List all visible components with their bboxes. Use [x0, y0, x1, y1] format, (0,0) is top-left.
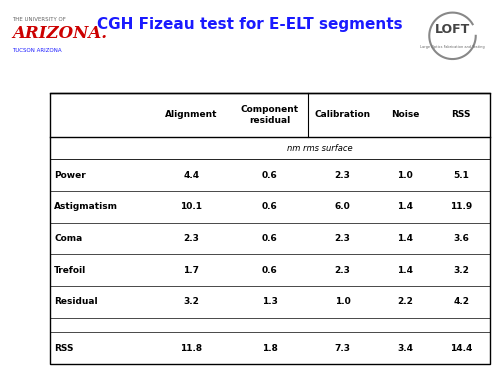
- Text: 3.6: 3.6: [454, 234, 469, 243]
- Bar: [50, 93, 490, 364]
- Text: LOFT: LOFT: [435, 23, 470, 36]
- Text: 4.4: 4.4: [183, 171, 200, 180]
- Text: Calibration: Calibration: [314, 110, 370, 119]
- Text: 1.3: 1.3: [262, 297, 278, 306]
- Text: Coma: Coma: [54, 234, 82, 243]
- Text: 14.4: 14.4: [450, 344, 472, 353]
- Text: 5.1: 5.1: [454, 171, 469, 180]
- Text: 6.0: 6.0: [334, 202, 350, 212]
- Text: Alignment: Alignment: [165, 110, 218, 119]
- Text: CGH Fizeau test for E-ELT segments: CGH Fizeau test for E-ELT segments: [97, 17, 403, 32]
- Text: Noise: Noise: [391, 110, 419, 119]
- Text: 1.8: 1.8: [262, 344, 278, 353]
- Text: RSS: RSS: [452, 110, 471, 119]
- Text: Trefoil: Trefoil: [54, 266, 86, 275]
- Text: THE UNIVERSITY OF: THE UNIVERSITY OF: [12, 17, 66, 22]
- Text: 1.0: 1.0: [334, 297, 350, 306]
- Text: 1.7: 1.7: [183, 266, 199, 275]
- Text: 4.2: 4.2: [453, 297, 469, 306]
- Text: 11.9: 11.9: [450, 202, 472, 212]
- Text: 3.4: 3.4: [397, 344, 413, 353]
- Text: 2.3: 2.3: [334, 234, 350, 243]
- Text: 2.3: 2.3: [184, 234, 199, 243]
- Text: Astigmatism: Astigmatism: [54, 202, 118, 212]
- Text: RSS: RSS: [54, 344, 74, 353]
- Text: 1.4: 1.4: [397, 234, 413, 243]
- Text: 1.4: 1.4: [397, 266, 413, 275]
- Text: 2.3: 2.3: [334, 266, 350, 275]
- Text: 0.6: 0.6: [262, 171, 278, 180]
- Text: nm rms surface: nm rms surface: [287, 144, 353, 153]
- Text: 1.4: 1.4: [397, 202, 413, 212]
- Text: 3.2: 3.2: [454, 266, 469, 275]
- Text: 10.1: 10.1: [180, 202, 202, 212]
- Text: 2.3: 2.3: [334, 171, 350, 180]
- Text: 0.6: 0.6: [262, 234, 278, 243]
- Text: Large Optics Fabrication and Testing: Large Optics Fabrication and Testing: [420, 45, 485, 49]
- Text: 2.2: 2.2: [397, 297, 413, 306]
- Text: ARIZONA.: ARIZONA.: [12, 25, 108, 42]
- Text: 7.3: 7.3: [334, 344, 350, 353]
- Text: 0.6: 0.6: [262, 266, 278, 275]
- Text: Component
residual: Component residual: [241, 105, 299, 125]
- Text: TUCSON ARIZONA: TUCSON ARIZONA: [12, 48, 62, 53]
- Text: 11.8: 11.8: [180, 344, 203, 353]
- Text: 1.0: 1.0: [397, 171, 413, 180]
- Text: 0.6: 0.6: [262, 202, 278, 212]
- Text: Residual: Residual: [54, 297, 98, 306]
- Text: Power: Power: [54, 171, 86, 180]
- Text: 3.2: 3.2: [184, 297, 199, 306]
